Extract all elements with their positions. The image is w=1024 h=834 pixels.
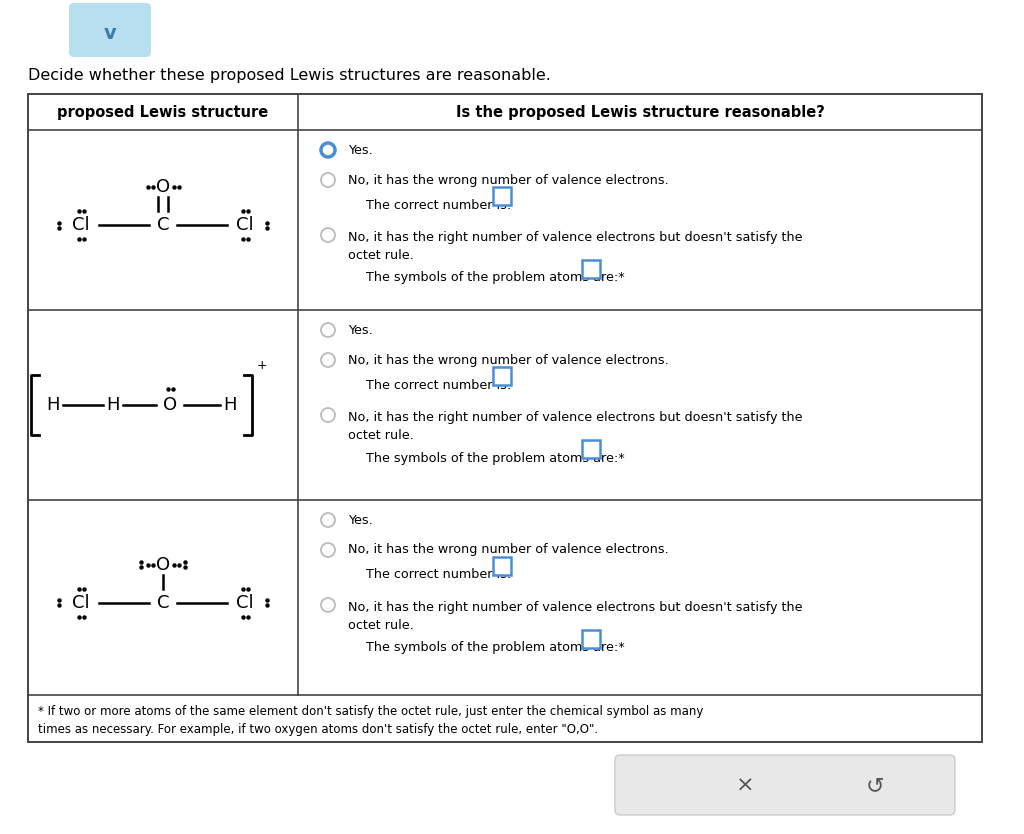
Text: * If two or more atoms of the same element don't satisfy the octet rule, just en: * If two or more atoms of the same eleme…: [38, 705, 703, 718]
Text: The symbols of the problem atoms are:*: The symbols of the problem atoms are:*: [366, 272, 625, 284]
FancyBboxPatch shape: [582, 630, 600, 648]
FancyBboxPatch shape: [615, 755, 955, 815]
Text: Cl: Cl: [72, 216, 90, 234]
FancyBboxPatch shape: [69, 3, 151, 57]
Text: octet rule.: octet rule.: [348, 249, 414, 262]
Text: proposed Lewis structure: proposed Lewis structure: [57, 104, 268, 119]
Text: No, it has the wrong number of valence electrons.: No, it has the wrong number of valence e…: [348, 354, 669, 366]
Text: Yes.: Yes.: [348, 324, 373, 336]
FancyBboxPatch shape: [494, 367, 511, 385]
Text: Yes.: Yes.: [348, 143, 373, 157]
Text: The correct number is:: The correct number is:: [366, 379, 511, 391]
Text: C: C: [157, 216, 169, 234]
Text: No, it has the right number of valence electrons but doesn't satisfy the: No, it has the right number of valence e…: [348, 601, 803, 614]
Text: v: v: [103, 23, 117, 43]
Text: No, it has the right number of valence electrons but doesn't satisfy the: No, it has the right number of valence e…: [348, 231, 803, 244]
Text: The correct number is:: The correct number is:: [366, 569, 511, 581]
Text: O: O: [156, 555, 170, 574]
FancyBboxPatch shape: [582, 260, 600, 278]
FancyBboxPatch shape: [494, 187, 511, 205]
Text: The symbols of the problem atoms are:*: The symbols of the problem atoms are:*: [366, 641, 625, 655]
Text: No, it has the wrong number of valence electrons.: No, it has the wrong number of valence e…: [348, 544, 669, 556]
Text: C: C: [157, 594, 169, 611]
Text: O: O: [156, 178, 170, 196]
Text: octet rule.: octet rule.: [348, 619, 414, 632]
Text: No, it has the right number of valence electrons but doesn't satisfy the: No, it has the right number of valence e…: [348, 411, 803, 424]
Bar: [28, 94, 982, 742]
Text: H: H: [46, 396, 59, 414]
Text: O: O: [163, 396, 177, 414]
Text: Decide whether these proposed Lewis structures are reasonable.: Decide whether these proposed Lewis stru…: [28, 68, 551, 83]
Text: +: +: [257, 359, 267, 372]
Text: The symbols of the problem atoms are:*: The symbols of the problem atoms are:*: [366, 451, 625, 465]
Text: ×: ×: [735, 776, 755, 796]
Text: Cl: Cl: [237, 216, 254, 234]
Text: H: H: [223, 396, 237, 414]
Text: Cl: Cl: [237, 594, 254, 611]
Text: times as necessary. For example, if two oxygen atoms don't satisfy the octet rul: times as necessary. For example, if two …: [38, 723, 598, 736]
FancyBboxPatch shape: [582, 440, 600, 458]
Text: Yes.: Yes.: [348, 514, 373, 526]
Text: Is the proposed Lewis structure reasonable?: Is the proposed Lewis structure reasonab…: [456, 104, 824, 119]
Text: Cl: Cl: [72, 594, 90, 611]
Text: No, it has the wrong number of valence electrons.: No, it has the wrong number of valence e…: [348, 173, 669, 187]
Text: The correct number is:: The correct number is:: [366, 198, 511, 212]
Text: ↺: ↺: [865, 776, 885, 796]
Text: H: H: [106, 396, 120, 414]
FancyBboxPatch shape: [494, 557, 511, 575]
Text: octet rule.: octet rule.: [348, 429, 414, 442]
